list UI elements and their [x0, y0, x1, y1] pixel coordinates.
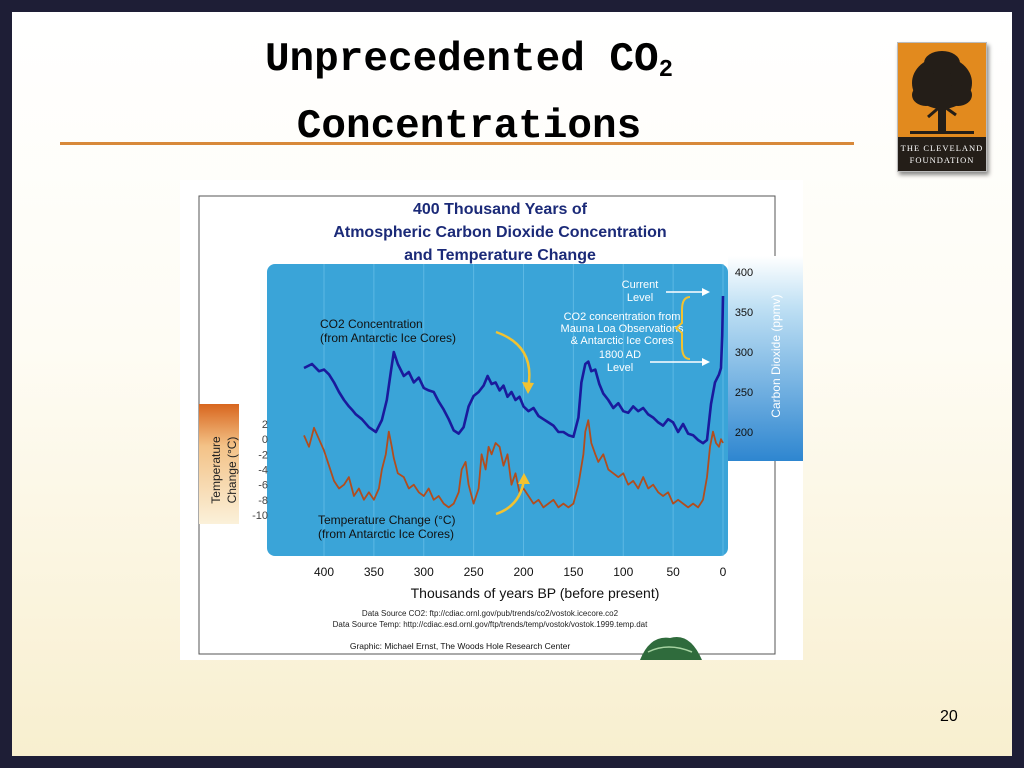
title-subscript: 2 — [658, 57, 674, 84]
x-tick-label: 150 — [563, 565, 583, 579]
temperature-annotation-arrowhead — [518, 473, 530, 484]
ad-1800-label: Level — [607, 362, 633, 374]
temperature-annotation-label: Temperature Change (°C) — [318, 513, 456, 527]
right-tick-label: 200 — [735, 427, 753, 439]
right-axis-label: Carbon Dioxide (ppmv) — [769, 294, 783, 417]
left-axis-label: Change (°C) — [225, 437, 239, 504]
x-tick-label: 250 — [464, 565, 484, 579]
x-tick-label: 0 — [720, 565, 727, 579]
mauna-loa-label: Mauna Loa Observations — [561, 323, 684, 335]
ad-1800-arrowhead — [702, 358, 710, 366]
title-line-1: Unprecedented CO2 — [72, 32, 866, 99]
tree-icon — [910, 51, 974, 134]
temperature-annotation-arrow — [495, 479, 526, 516]
plot-panel — [267, 264, 728, 556]
x-tick-label: 300 — [414, 565, 434, 579]
left-axis-label: Temperature — [209, 436, 223, 504]
left-tick-label: -6 — [258, 480, 268, 492]
co2-annotation-label: CO2 Concentration — [320, 317, 423, 331]
woods-hole-emblem-icon — [640, 636, 702, 660]
temperature-annotation-label: (from Antarctic Ice Cores) — [318, 527, 454, 541]
left-tick-label: 2 — [262, 419, 268, 431]
left-tick-label: -4 — [258, 465, 268, 477]
x-tick-label: 100 — [613, 565, 633, 579]
left-tick-label: -10 — [252, 510, 268, 522]
co2-annotation-arrow — [495, 330, 531, 389]
left-tick-label: 0 — [262, 434, 268, 446]
title-line-1-text: Unprecedented CO — [264, 37, 659, 83]
right-tick-label: 350 — [735, 307, 753, 319]
right-tick-label: 300 — [735, 347, 753, 359]
left-tick-label: -2 — [258, 449, 268, 461]
temperature-series-line — [303, 419, 724, 509]
mauna-loa-label: & Antarctic Ice Cores — [571, 335, 674, 347]
slide: Unprecedented CO2 Concentrations THE CLE… — [12, 12, 1012, 756]
chart-title-line: 400 Thousand Years of — [413, 201, 588, 218]
left-tick-label: -8 — [258, 495, 268, 507]
x-axis-label: Thousands of years BP (before present) — [411, 585, 660, 601]
slide-title: Unprecedented CO2 Concentrations — [72, 32, 866, 155]
logo-band — [898, 137, 986, 171]
x-tick-label: 200 — [513, 565, 533, 579]
chart-title-line: Atmospheric Carbon Dioxide Concentration — [333, 224, 666, 241]
x-tick-label: 50 — [666, 565, 680, 579]
current-level-arrowhead — [702, 288, 710, 296]
woods-hole-emblem-icon — [647, 646, 693, 653]
current-level-label: Current — [622, 279, 659, 291]
cleveland-foundation-logo: THE CLEVELAND FOUNDATION — [897, 42, 987, 172]
ad-1800-label: 1800 AD — [599, 349, 641, 361]
title-underline — [60, 142, 854, 145]
chart-title-line: and Temperature Change — [404, 247, 596, 264]
graphic-credit: Graphic: Michael Ernst, The Woods Hole R… — [350, 641, 570, 651]
current-level-label: Level — [627, 292, 653, 304]
page-number: 20 — [940, 708, 958, 725]
right-tick-label: 400 — [735, 267, 753, 279]
co2-series-line — [303, 295, 725, 445]
title-line-2: Concentrations — [296, 104, 642, 150]
logo-text-line-2: FOUNDATION — [909, 155, 975, 165]
temperature-side-strip — [199, 404, 239, 524]
co2-temperature-chart: 400 Thousand Years of Atmospheric Carbon … — [180, 180, 803, 660]
x-tick-label: 350 — [364, 565, 384, 579]
mauna-loa-bracket — [674, 296, 691, 360]
co2-annotation-label: (from Antarctic Ice Cores) — [320, 331, 456, 345]
logo-text-line-1: THE CLEVELAND — [900, 143, 984, 153]
data-source-co2: Data Source CO2: ftp://cdiac.ornl.gov/pu… — [362, 609, 619, 618]
right-tick-label: 250 — [735, 387, 753, 399]
co2-side-strip — [728, 256, 803, 461]
mauna-loa-label: CO2 concentration from — [564, 311, 681, 323]
x-tick-label: 400 — [314, 565, 334, 579]
data-source-temp: Data Source Temp: http://cdiac.esd.ornl.… — [333, 620, 648, 629]
co2-annotation-arrowhead — [522, 382, 534, 394]
